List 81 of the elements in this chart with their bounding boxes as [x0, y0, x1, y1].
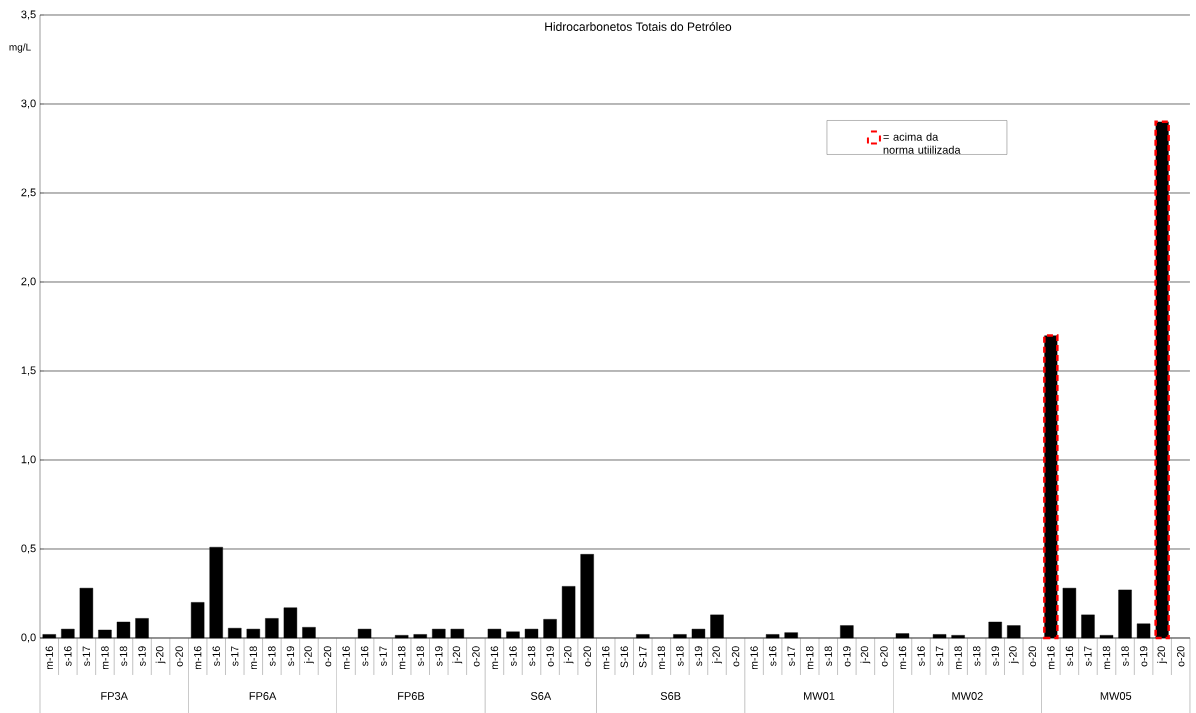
- x-tick-label: o-20: [731, 646, 740, 667]
- text: S6B: [660, 692, 681, 700]
- x-tick-label: j-20: [563, 646, 574, 664]
- text: MW02: [952, 692, 983, 700]
- x-tick-label: o-20: [472, 646, 480, 667]
- chart-title: Hidrocarbonetos Totais do Petróleo: [545, 21, 732, 31]
- x-tick-label: j-20: [304, 646, 314, 664]
- text: FP6B: [398, 692, 425, 700]
- x-tick-label: o-20: [323, 646, 332, 667]
- x-tick-label: o-20: [583, 646, 591, 667]
- x-tick-label: s-18: [972, 646, 981, 666]
- x-tick-label: m-18: [657, 646, 666, 669]
- x-tick-label: m-16: [750, 646, 758, 669]
- x-tick-label: m-18: [101, 646, 109, 669]
- x-tick-label: m-16: [1047, 646, 1055, 669]
- x-tick-label: m-16: [490, 646, 499, 669]
- x-tick-label: o-20: [175, 646, 183, 667]
- x-tick-label: o-19: [843, 646, 851, 667]
- x-tick-label: s-16: [1065, 646, 1074, 666]
- x-tick-label: m-16: [898, 646, 907, 669]
- x-tick-label: o-20: [880, 646, 888, 667]
- text: FP6A: [249, 692, 277, 700]
- x-tick-label: m-18: [954, 646, 962, 669]
- x-tick-label: s-18: [416, 646, 424, 666]
- x-tick-label: m-18: [1102, 646, 1111, 669]
- x-tick-label: m-18: [806, 646, 814, 669]
- x-tick-label: s-16: [212, 646, 220, 666]
- x-tick-label: s-18: [527, 646, 536, 666]
- x-tick-label: s-16: [509, 646, 517, 666]
- x-tick-label: s-16: [768, 646, 777, 666]
- x-tick-label: s-19: [991, 646, 999, 666]
- x-tick-label: s-17: [82, 646, 91, 666]
- x-tick-label: s-17: [231, 646, 239, 666]
- x-tick-label: j-20: [452, 646, 463, 664]
- x-tick-label: s-18: [1121, 646, 1129, 666]
- x-tick-label: s-16: [360, 646, 369, 666]
- y-tick-label: 1,0: [21, 455, 36, 465]
- x-tick-label: m-16: [342, 646, 350, 669]
- y-tick-label: 2,0: [21, 277, 36, 287]
- x-tick-label: j-20: [1008, 646, 1019, 664]
- x-tick-label: j-20: [712, 646, 722, 664]
- x-tick-label: j-20: [155, 646, 166, 664]
- x-tick-label: o-19: [1139, 646, 1148, 667]
- x-tick-label: S-16: [620, 646, 628, 668]
- x-tick-label: s-18: [119, 646, 128, 666]
- x-tick-label: s-19: [435, 646, 443, 666]
- x-tick-label: s-18: [268, 646, 276, 666]
- x-tick-label: s-18: [676, 646, 684, 666]
- x-tick-label: o-20: [1176, 646, 1185, 667]
- y-tick-label: 0,0: [21, 633, 36, 643]
- x-tick-label: o-19: [546, 646, 554, 667]
- y-tick-label: 0,5: [21, 544, 36, 554]
- x-tick-label: s-19: [138, 646, 146, 666]
- x-tick-label: s-17: [935, 646, 944, 666]
- y-tick-label: 3,5: [21, 10, 36, 20]
- y-axis-title: mg/L: [9, 43, 31, 53]
- x-tick-label: m-16: [193, 646, 202, 669]
- x-tick-label: j-20: [1157, 646, 1168, 664]
- x-tick-label: o-20: [1028, 646, 1037, 667]
- text: MW01: [804, 692, 835, 700]
- x-tick-label: s-16: [64, 646, 72, 666]
- y-tick-label: 2,5: [21, 188, 36, 198]
- x-tick-label: m-18: [397, 646, 406, 669]
- x-tick-label: j-20: [860, 646, 871, 664]
- x-tick-label: s-17: [787, 646, 795, 666]
- x-tick-label: s-17: [379, 646, 387, 666]
- y-tick-label: 3,0: [21, 99, 36, 109]
- text: S6A: [530, 692, 552, 700]
- y-tick-label: 1,5: [21, 366, 36, 376]
- text: MW05: [1100, 692, 1132, 700]
- x-tick-label: s-17: [1084, 646, 1092, 666]
- x-tick-label: S-17: [639, 646, 647, 668]
- x-tick-label: s-18: [824, 646, 833, 666]
- x-tick-label: s-19: [694, 646, 703, 666]
- legend-label: = acima da norma utiilizada: [883, 132, 961, 154]
- text: FP3A: [101, 692, 128, 700]
- x-tick-label: s-16: [917, 646, 925, 666]
- x-tick-label: s-19: [286, 646, 295, 666]
- x-tick-label: m-18: [249, 646, 258, 669]
- x-tick-label: m-16: [45, 646, 54, 669]
- x-tick-label: m-16: [602, 646, 610, 669]
